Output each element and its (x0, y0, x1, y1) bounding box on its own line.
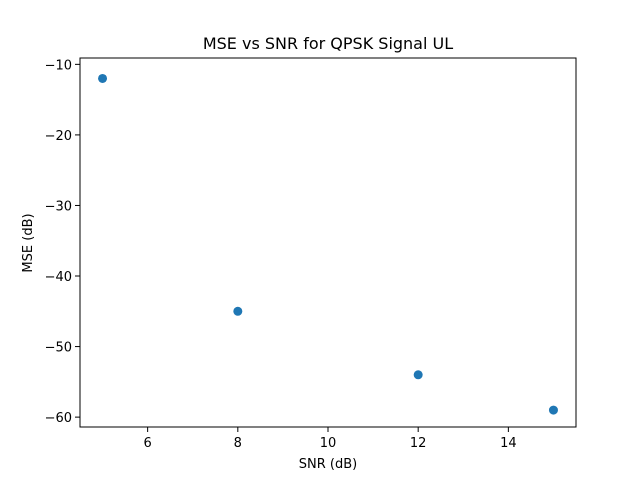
data-point (413, 370, 423, 380)
y-axis-label: MSE (dB) (21, 213, 36, 272)
y-tick-label: −60 (45, 411, 72, 426)
y-tick-label: −10 (45, 58, 72, 73)
x-axis-label: SNR (dB) (299, 457, 357, 472)
axis-ticks: 6 8 10 12 14 −10 −20 −30 −40 −50 −60 (45, 58, 517, 451)
data-point (233, 306, 243, 316)
x-tick-label: 12 (410, 436, 427, 451)
y-tick-label: −40 (45, 270, 72, 285)
data-point (98, 73, 108, 83)
y-tick-label: −20 (45, 129, 72, 144)
x-tick-label: 8 (234, 436, 242, 451)
data-points (98, 73, 558, 415)
data-point (548, 405, 558, 415)
x-tick-label: 10 (320, 436, 337, 451)
x-tick-label: 6 (143, 436, 151, 451)
x-tick-label: 14 (500, 436, 517, 451)
y-tick-label: −30 (45, 199, 72, 214)
chart-title: MSE vs SNR for QPSK Signal UL (203, 34, 453, 53)
y-tick-label: −50 (45, 341, 72, 356)
